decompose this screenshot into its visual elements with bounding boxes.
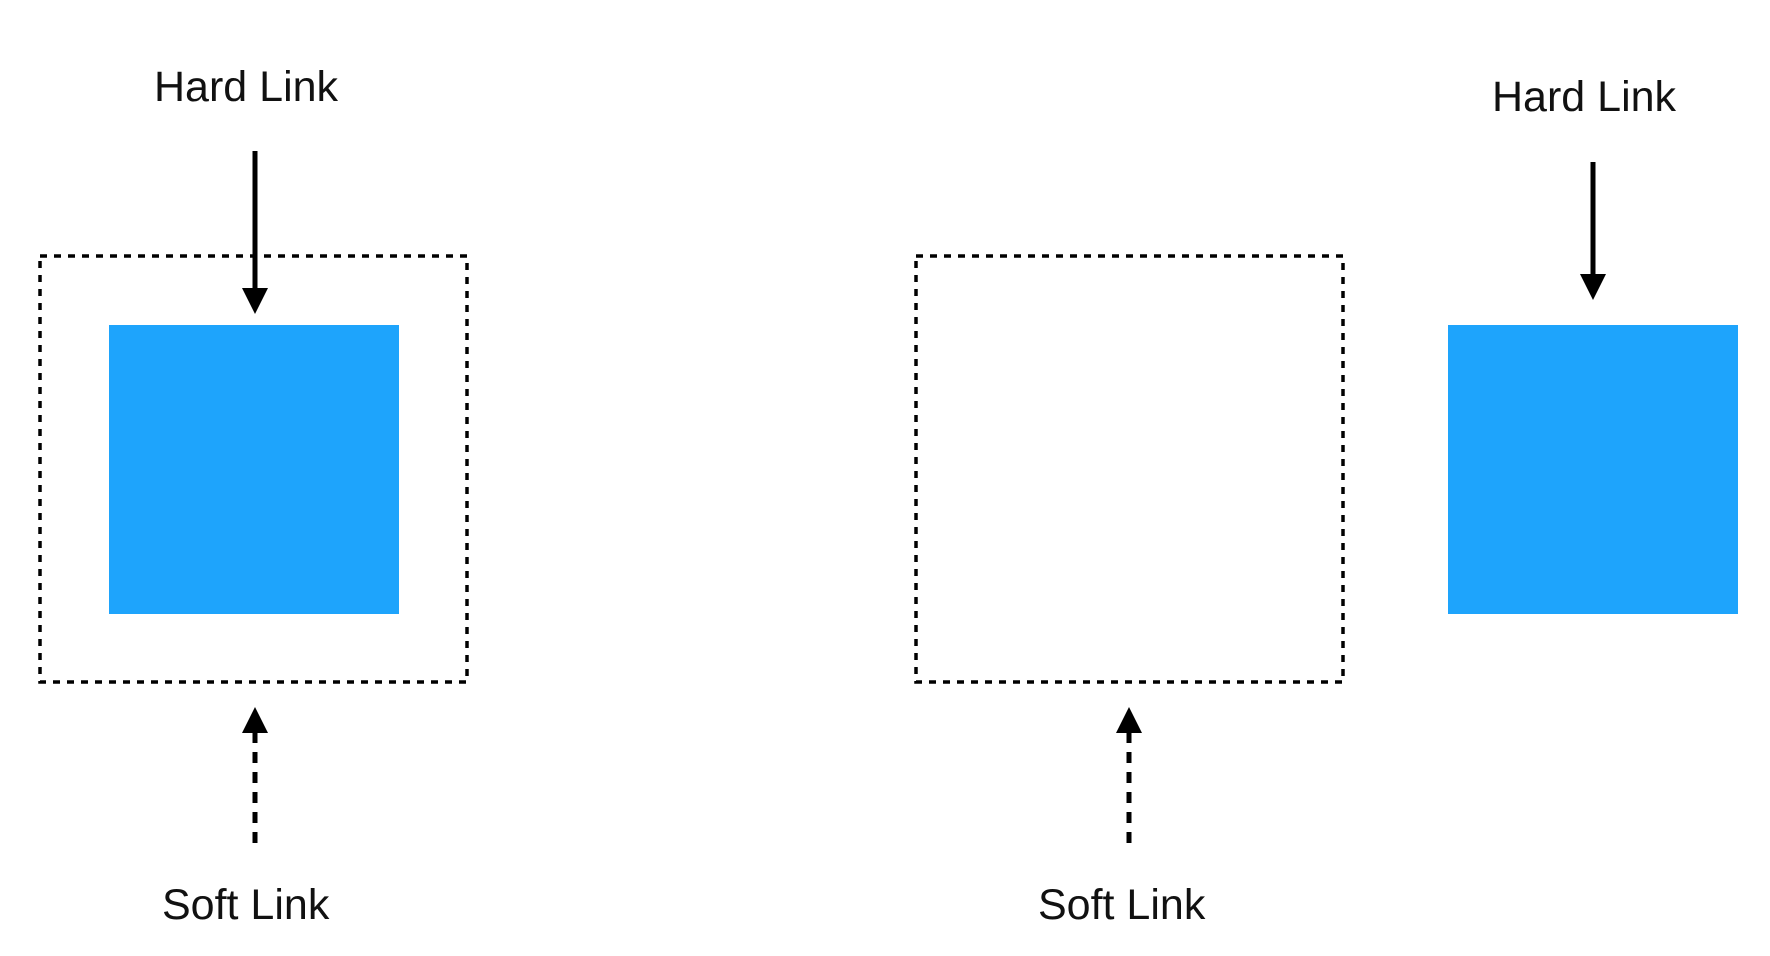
right-scenario xyxy=(914,162,1738,843)
right-hard-link-label: Hard Link xyxy=(1492,73,1677,121)
left-hard-link-label: Hard Link xyxy=(154,63,339,111)
right-file-block xyxy=(1448,325,1738,614)
right-soft-link-label: Soft Link xyxy=(1038,881,1206,929)
left-soft-link-label: Soft Link xyxy=(162,881,330,929)
right-soft-link-boundary xyxy=(914,254,1345,684)
left-scenario xyxy=(38,151,469,843)
left-hard-link-arrow xyxy=(242,151,268,314)
right-soft-link-arrow xyxy=(1116,707,1142,843)
left-file-block xyxy=(109,325,399,614)
right-hard-link-arrow xyxy=(1580,162,1606,300)
left-soft-link-arrow xyxy=(242,707,268,843)
